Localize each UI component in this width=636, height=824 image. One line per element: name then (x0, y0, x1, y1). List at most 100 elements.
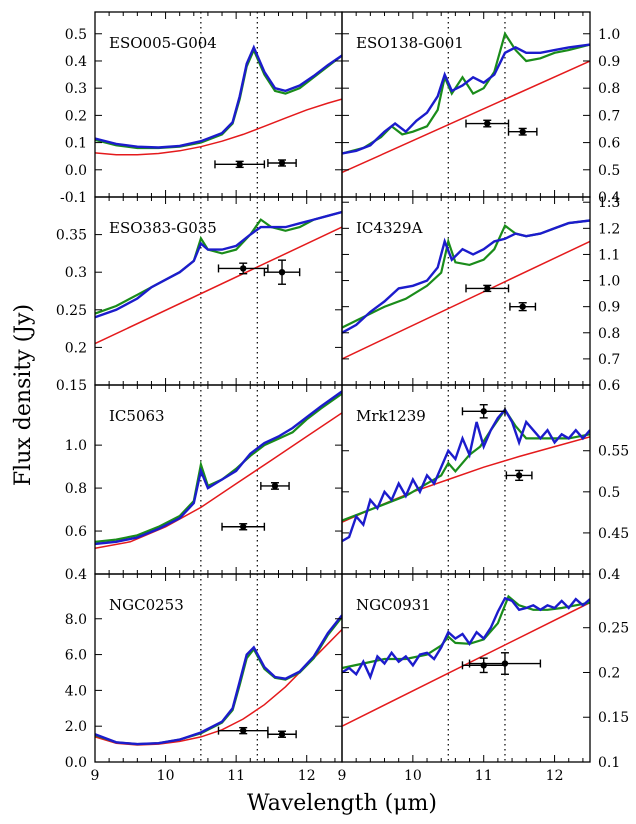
data-point (217, 262, 269, 275)
series-line-blue (342, 43, 590, 155)
y-tick-label: 0.4 (598, 567, 620, 583)
panel-title: ESO005-G004 (109, 34, 217, 52)
y-tick-label: 2.0 (65, 719, 87, 735)
data-point (267, 158, 297, 167)
data-point (505, 469, 533, 482)
data-point-marker (278, 159, 286, 167)
y-tick-label: 1.2 (598, 221, 620, 237)
y-tick-label: 0.4 (65, 567, 87, 583)
series-group (342, 219, 590, 360)
data-point (267, 730, 297, 739)
y-tick-label: 0.6 (598, 136, 620, 152)
data-point (461, 657, 506, 674)
x-tick-label: 10 (404, 768, 422, 784)
series-group (95, 614, 342, 746)
data-point (263, 259, 301, 285)
data-point (461, 404, 506, 419)
y-tick-label: 0.9 (598, 300, 620, 316)
panel-title: ESO383-G035 (109, 219, 217, 237)
y-tick-label: 0.35 (56, 228, 87, 244)
y-tick-label: 0.6 (65, 524, 87, 540)
data-point-marker (484, 285, 491, 292)
series-line-red (95, 412, 342, 549)
data-point (260, 481, 290, 490)
y-tick-label: 1.0 (65, 438, 87, 454)
y-tick-label: 0.2 (598, 665, 620, 681)
y-tick-label: 1.3 (598, 195, 620, 211)
data-point-marker (236, 161, 243, 168)
y-tick-label: 6.0 (65, 648, 87, 664)
series-line-blue (95, 614, 342, 746)
series-group (342, 404, 590, 543)
data-point-marker (278, 731, 286, 738)
series-line-blue (95, 390, 342, 546)
data-point (465, 119, 510, 128)
series-line-red (342, 60, 590, 174)
series-line-green (342, 31, 590, 155)
panel-title: Mrk1239 (356, 407, 426, 425)
panel-7: 9 10 11 12 0.1 0.15 0.2 0.25 NGC0931 (338, 573, 629, 784)
y-tick-label: 0.8 (65, 481, 87, 497)
y-tick-label: 0.5 (598, 485, 620, 501)
series-line-red (95, 98, 342, 156)
data-point (221, 522, 266, 531)
panel-title: NGC0931 (356, 596, 431, 614)
series-group (95, 390, 342, 549)
series-line-green (95, 616, 342, 746)
series-group (342, 31, 590, 174)
y-tick-label: 0.25 (598, 621, 629, 637)
data-point (465, 284, 510, 293)
y-tick-label: 8.0 (65, 612, 87, 628)
x-tick-label: 11 (227, 768, 245, 784)
series-line-blue (95, 210, 342, 319)
y-tick-label: 0.45 (598, 526, 629, 542)
y-tick-label: 0.1 (598, 755, 620, 771)
y-tick-label: 0.7 (598, 108, 620, 124)
data-point (217, 726, 269, 735)
series-line-green (342, 407, 590, 522)
panel-5: 0.4 0.45 0.5 0.55 Mrk1239 (341, 384, 629, 583)
data-point-marker (240, 727, 247, 734)
panel-4: 0.4 0.6 0.8 1.0 IC5063 (65, 384, 343, 583)
x-tick-label: 9 (91, 768, 100, 784)
panel-1: 0.4 0.5 0.6 0.7 0.8 0.9 1.0 ESO138-G001 (341, 11, 620, 206)
panel-frame (341, 573, 591, 763)
series-group (95, 210, 342, 345)
panel-0: -0.1 0.0 0.1 0.2 0.3 0.4 0.5 ESO005-G004 (60, 11, 343, 206)
series-line-blue (342, 596, 590, 681)
series-line-blue (342, 219, 590, 334)
data-point (507, 127, 538, 136)
panel-title: NGC0253 (109, 596, 184, 614)
y-tick-label: 4.0 (65, 683, 87, 699)
data-point-marker (515, 472, 523, 479)
data-point-marker (240, 523, 247, 530)
panel-title: IC4329A (356, 219, 423, 237)
y-tick-label: 1.0 (598, 274, 620, 290)
y-tick-label: 0.6 (598, 378, 620, 394)
y-tick-label: 0.3 (65, 81, 87, 97)
data-point-marker (519, 303, 526, 310)
y-tick-label: 0.55 (598, 444, 629, 460)
series-line-blue (342, 407, 590, 543)
y-tick-label: 0.7 (598, 352, 620, 368)
y-tick-label: 0.9 (598, 54, 620, 70)
y-tick-label: 0.5 (598, 163, 620, 179)
y-tick-label: -0.1 (60, 190, 87, 206)
x-tick-label: 11 (475, 768, 493, 784)
data-point-marker (278, 269, 286, 276)
y-axis-label: Flux density (Jy) (11, 304, 36, 486)
x-tick-label: 12 (546, 768, 564, 784)
data-point (509, 302, 537, 312)
y-tick-label: 0.0 (65, 755, 87, 771)
panel-title: ESO138-G001 (356, 34, 464, 52)
panel-6: 9 10 11 12 0.0 2.0 4.0 6.0 8.0 NGC0253 (65, 573, 343, 784)
panel-3: 0.6 0.7 0.8 0.9 1.0 1.1 1.2 1.3 IC4329A (341, 195, 620, 394)
series-group (95, 44, 342, 169)
series-line-red (342, 240, 590, 360)
panel-title: IC5063 (109, 407, 165, 425)
panel-2: 0.15 0.2 0.25 0.3 0.35 ESO383-G035 (56, 196, 343, 394)
y-tick-label: 0.4 (65, 54, 87, 70)
data-point (468, 652, 542, 675)
y-tick-label: 0.1 (65, 136, 87, 152)
